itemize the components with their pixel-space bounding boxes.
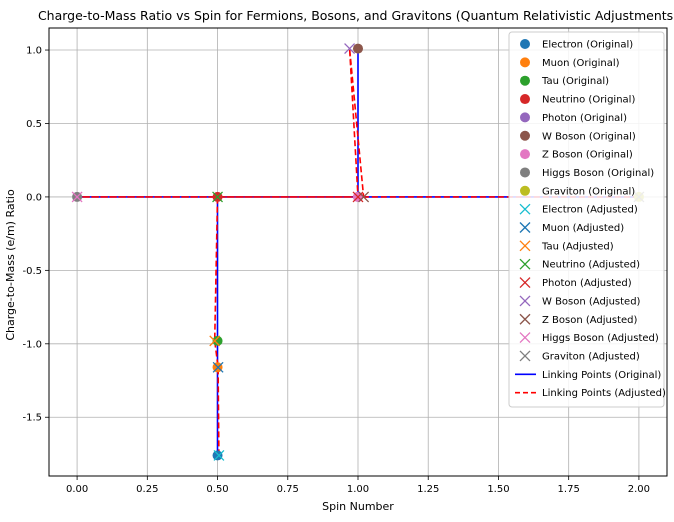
legend: Electron (Original) Muon (Original) Tau (O… <box>509 32 666 407</box>
legend-marker <box>520 112 530 122</box>
x-tick-label: 0.50 <box>206 484 228 495</box>
chart-title: Charge-to-Mass Ratio vs Spin for Fermion… <box>38 8 674 23</box>
x-tick-label: 1.00 <box>347 484 369 495</box>
x-tick-label: 1.25 <box>417 484 439 495</box>
legend-marker <box>520 39 530 49</box>
legend-label: Linking Points (Original) <box>542 370 661 381</box>
legend-label: Photon (Original) <box>542 113 627 124</box>
legend-label: Muon (Adjusted) <box>542 223 624 234</box>
y-tick-label: 1.0 <box>26 46 42 57</box>
legend-label: Neutrino (Original) <box>542 95 635 106</box>
legend-label: Linking Points (Adjusted) <box>542 388 666 399</box>
legend-label: Neutrino (Adjusted) <box>542 260 640 271</box>
legend-label: W Boson (Original) <box>542 131 636 142</box>
legend-marker <box>520 149 530 159</box>
legend-marker <box>520 76 530 86</box>
y-tick-label: 0.0 <box>26 192 42 203</box>
legend-label: Tau (Original) <box>541 76 609 87</box>
x-tick-label: 1.75 <box>558 484 580 495</box>
y-tick-label: -1.5 <box>22 413 42 424</box>
legend-label: Higgs Boson (Adjusted) <box>542 333 659 344</box>
legend-label: Photon (Adjusted) <box>542 278 632 289</box>
y-tick-label: -1.0 <box>22 339 42 350</box>
legend-marker <box>520 186 530 196</box>
legend-marker <box>520 57 530 67</box>
legend-label: Z Boson (Original) <box>542 150 633 161</box>
x-tick-label: 0.25 <box>136 484 158 495</box>
legend-label: W Boson (Adjusted) <box>542 296 641 307</box>
y-tick-label: -0.5 <box>22 266 42 277</box>
legend-marker <box>520 131 530 141</box>
x-tick-label: 0.00 <box>66 484 88 495</box>
y-axis-label: Charge-to-Mass (e/m) Ratio <box>4 189 17 341</box>
legend-label: Graviton (Original) <box>542 186 635 197</box>
legend-label: Tau (Adjusted) <box>541 241 614 252</box>
legend-label: Higgs Boson (Original) <box>542 168 654 179</box>
legend-label: Electron (Original) <box>542 40 633 51</box>
legend-label: Graviton (Adjusted) <box>542 351 640 362</box>
original-point <box>213 450 223 460</box>
legend-label: Muon (Original) <box>542 58 620 69</box>
legend-marker <box>520 94 530 104</box>
x-tick-label: 0.75 <box>277 484 299 495</box>
x-tick-label: 2.00 <box>628 484 650 495</box>
legend-label: Z Boson (Adjusted) <box>542 315 638 326</box>
legend-marker <box>520 167 530 177</box>
x-tick-label: 1.50 <box>487 484 509 495</box>
y-tick-label: 0.5 <box>26 119 42 130</box>
x-axis-label: Spin Number <box>322 500 394 513</box>
original-point <box>353 44 363 54</box>
legend-label: Electron (Adjusted) <box>542 205 638 216</box>
